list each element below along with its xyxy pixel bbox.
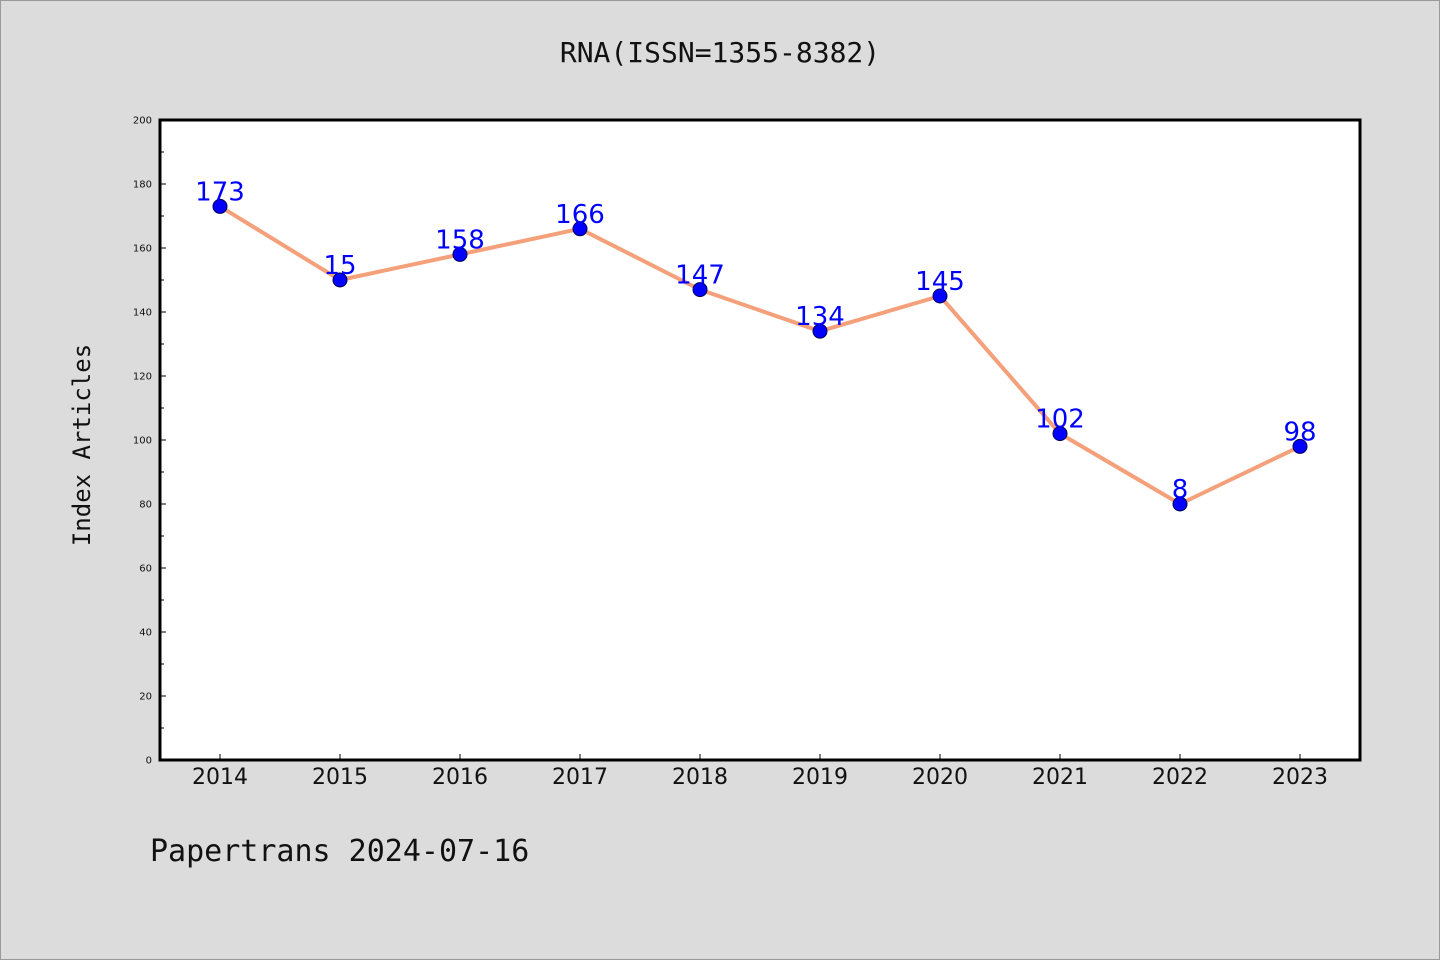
data-point <box>1052 426 1068 442</box>
y-tick-label: 120 <box>133 372 152 383</box>
y-axis: 0 20 40 60 80 100 120 140 160 180 200 <box>133 116 166 767</box>
y-tick-label: 40 <box>139 628 152 639</box>
y-tick-label: 180 <box>133 180 152 191</box>
data-label: 147 <box>675 261 725 291</box>
y-tick-label: 160 <box>133 244 152 255</box>
x-tick-label: 2016 <box>432 765 488 790</box>
chart-title: RNA(ISSN=1355-8382) <box>559 36 881 69</box>
x-tick-label: 2018 <box>672 765 728 790</box>
x-tick-label: 2017 <box>552 765 608 790</box>
data-point <box>452 246 468 262</box>
x-tick-label: 2022 <box>1152 765 1208 790</box>
y-tick-label: 100 <box>133 436 152 447</box>
y-tick-label: 60 <box>139 564 152 575</box>
x-tick-label: 2019 <box>792 765 848 790</box>
data-label: 98 <box>1283 417 1316 447</box>
y-tick-label: 140 <box>133 308 152 319</box>
data-label: 145 <box>915 267 965 297</box>
data-label: 158 <box>435 225 485 255</box>
plot-background <box>160 120 1360 760</box>
x-tick-label: 2014 <box>192 765 248 790</box>
y-tick-label: 200 <box>133 116 152 127</box>
series-line-layer <box>218 204 1302 506</box>
data-label: 173 <box>195 177 245 207</box>
x-tick-label: 2023 <box>1272 765 1328 790</box>
data-label: 166 <box>555 200 605 230</box>
data-point <box>332 272 348 288</box>
plot-frame <box>158 118 1362 762</box>
data-point <box>572 221 588 237</box>
series-line <box>218 204 1302 506</box>
data-point <box>1172 496 1188 512</box>
y-tick-label: 80 <box>139 500 152 511</box>
data-point <box>1292 438 1308 454</box>
data-label: 8 <box>1172 475 1189 505</box>
x-tick-label: 2020 <box>912 765 968 790</box>
x-tick-label: 2015 <box>312 765 368 790</box>
plot-area <box>160 120 1360 760</box>
footer-note: Papertrans 2024-07-16 <box>150 834 530 869</box>
data-point <box>692 282 708 298</box>
x-tick-label: 2021 <box>1032 765 1088 790</box>
data-point <box>812 323 828 339</box>
data-point <box>212 198 228 214</box>
x-axis: 2014 2015 2016 2017 2018 2019 2020 2021 2022 2023 <box>192 754 1328 790</box>
y-axis-title: Index Articles <box>68 344 96 546</box>
markers-layer <box>212 198 1308 512</box>
y-tick-label: 0 <box>146 756 152 767</box>
data-point <box>932 288 948 304</box>
data-label: 134 <box>795 302 845 332</box>
plot-border <box>158 118 1362 762</box>
data-label: 102 <box>1035 405 1085 435</box>
data-label: 15 <box>323 251 356 281</box>
y-tick-label: 20 <box>139 692 152 703</box>
data-labels-layer: 173 15 158 166 147 134 145 102 8 98 <box>195 177 1316 505</box>
